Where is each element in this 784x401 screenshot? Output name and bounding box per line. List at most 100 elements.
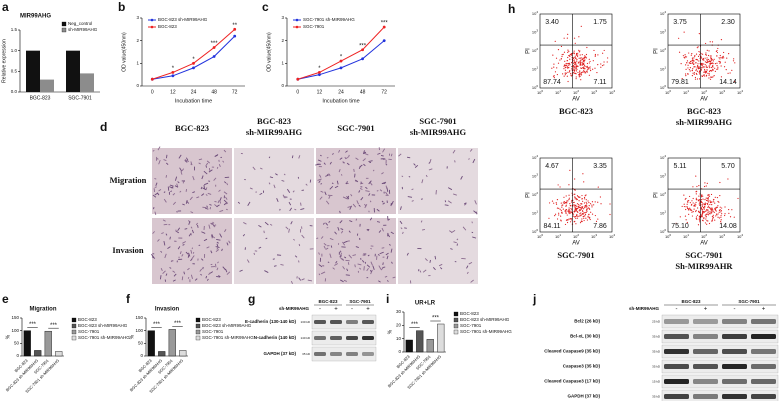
event bbox=[710, 66, 712, 69]
cell bbox=[422, 269, 427, 273]
event bbox=[721, 213, 723, 215]
event bbox=[725, 69, 727, 71]
flow-plot bbox=[539, 157, 613, 233]
event bbox=[717, 216, 719, 218]
event bbox=[718, 201, 720, 203]
event bbox=[706, 182, 708, 184]
cell bbox=[187, 267, 190, 271]
event bbox=[575, 53, 578, 55]
event bbox=[585, 70, 588, 72]
y-axis-label: OD value(450nm) bbox=[266, 32, 272, 72]
cell bbox=[216, 166, 219, 169]
event bbox=[707, 194, 709, 196]
cell bbox=[468, 262, 473, 265]
y-tick-exponent: 3 bbox=[536, 28, 538, 32]
event bbox=[556, 67, 558, 69]
event bbox=[572, 213, 575, 215]
cell bbox=[354, 264, 356, 268]
y-tick-label: 0 bbox=[398, 349, 401, 354]
cell bbox=[213, 177, 217, 181]
x-tick-label: 101 bbox=[555, 233, 561, 239]
event bbox=[557, 49, 560, 51]
y-tick-base: 10 bbox=[532, 11, 537, 16]
event bbox=[717, 205, 719, 207]
x-tick-label: 101 bbox=[555, 89, 561, 95]
legend-label: SGC-7901 sh-MIR99AHG bbox=[202, 335, 254, 340]
legend-swatch bbox=[61, 27, 67, 33]
event bbox=[708, 61, 710, 63]
sign: - bbox=[351, 307, 353, 313]
sign: + bbox=[704, 307, 708, 313]
event bbox=[592, 68, 594, 70]
event bbox=[566, 67, 569, 69]
y-tick-base: 10 bbox=[532, 229, 537, 234]
event bbox=[718, 60, 720, 62]
event bbox=[717, 47, 719, 50]
marker bbox=[212, 46, 216, 49]
bar bbox=[40, 79, 54, 92]
event bbox=[607, 57, 609, 59]
event bbox=[720, 215, 722, 217]
blot-band bbox=[664, 394, 689, 399]
y-tick-label: 100 bbox=[532, 84, 538, 90]
cell bbox=[216, 204, 220, 208]
y-tick-base: 10 bbox=[660, 229, 665, 234]
y-tick-label: 100 bbox=[11, 328, 19, 333]
cell bbox=[411, 200, 414, 202]
event bbox=[720, 65, 722, 67]
event bbox=[560, 209, 562, 212]
cell bbox=[366, 264, 371, 268]
cell bbox=[293, 238, 296, 241]
cell bbox=[215, 246, 220, 249]
event bbox=[564, 69, 567, 71]
cell bbox=[472, 236, 477, 239]
x-tick-base: 10 bbox=[609, 90, 614, 95]
event bbox=[560, 45, 563, 48]
event bbox=[579, 54, 581, 56]
event bbox=[688, 68, 690, 71]
cell bbox=[201, 175, 204, 180]
cell bbox=[219, 200, 222, 204]
event bbox=[566, 221, 569, 224]
event bbox=[698, 71, 700, 74]
cell bbox=[420, 198, 423, 200]
event bbox=[568, 198, 570, 201]
x-tick-base: 10 bbox=[609, 234, 614, 239]
cell bbox=[447, 187, 453, 191]
event bbox=[584, 65, 586, 68]
cell bbox=[377, 254, 380, 256]
y-tick-label: 103 bbox=[660, 28, 666, 34]
cell bbox=[385, 252, 389, 256]
event bbox=[588, 201, 590, 204]
cell bbox=[210, 234, 213, 237]
quadrant-value: 75.10 bbox=[671, 223, 689, 230]
event bbox=[566, 37, 568, 39]
event bbox=[696, 47, 698, 49]
cell bbox=[358, 166, 361, 170]
event bbox=[581, 198, 583, 200]
event bbox=[712, 210, 714, 212]
cell bbox=[183, 271, 185, 275]
event bbox=[578, 49, 580, 51]
x-tick-label: 104 bbox=[609, 233, 615, 239]
y-tick-label: 0 bbox=[140, 353, 143, 358]
event bbox=[594, 53, 596, 56]
event bbox=[573, 201, 575, 203]
cell bbox=[350, 194, 353, 197]
x-tick-label: 72 bbox=[232, 89, 238, 95]
cell bbox=[347, 262, 350, 265]
x-tick-exponent: 0 bbox=[669, 233, 671, 237]
cell bbox=[428, 168, 433, 171]
event bbox=[585, 217, 587, 219]
x-tick-label: 0 bbox=[151, 89, 154, 95]
blot-band bbox=[693, 334, 718, 339]
event bbox=[576, 55, 579, 58]
cell bbox=[475, 211, 478, 215]
cell bbox=[339, 157, 343, 160]
event bbox=[703, 185, 706, 188]
marker bbox=[192, 66, 195, 70]
event bbox=[570, 212, 572, 214]
event bbox=[700, 67, 702, 69]
cell bbox=[342, 196, 348, 200]
cell bbox=[452, 149, 456, 154]
